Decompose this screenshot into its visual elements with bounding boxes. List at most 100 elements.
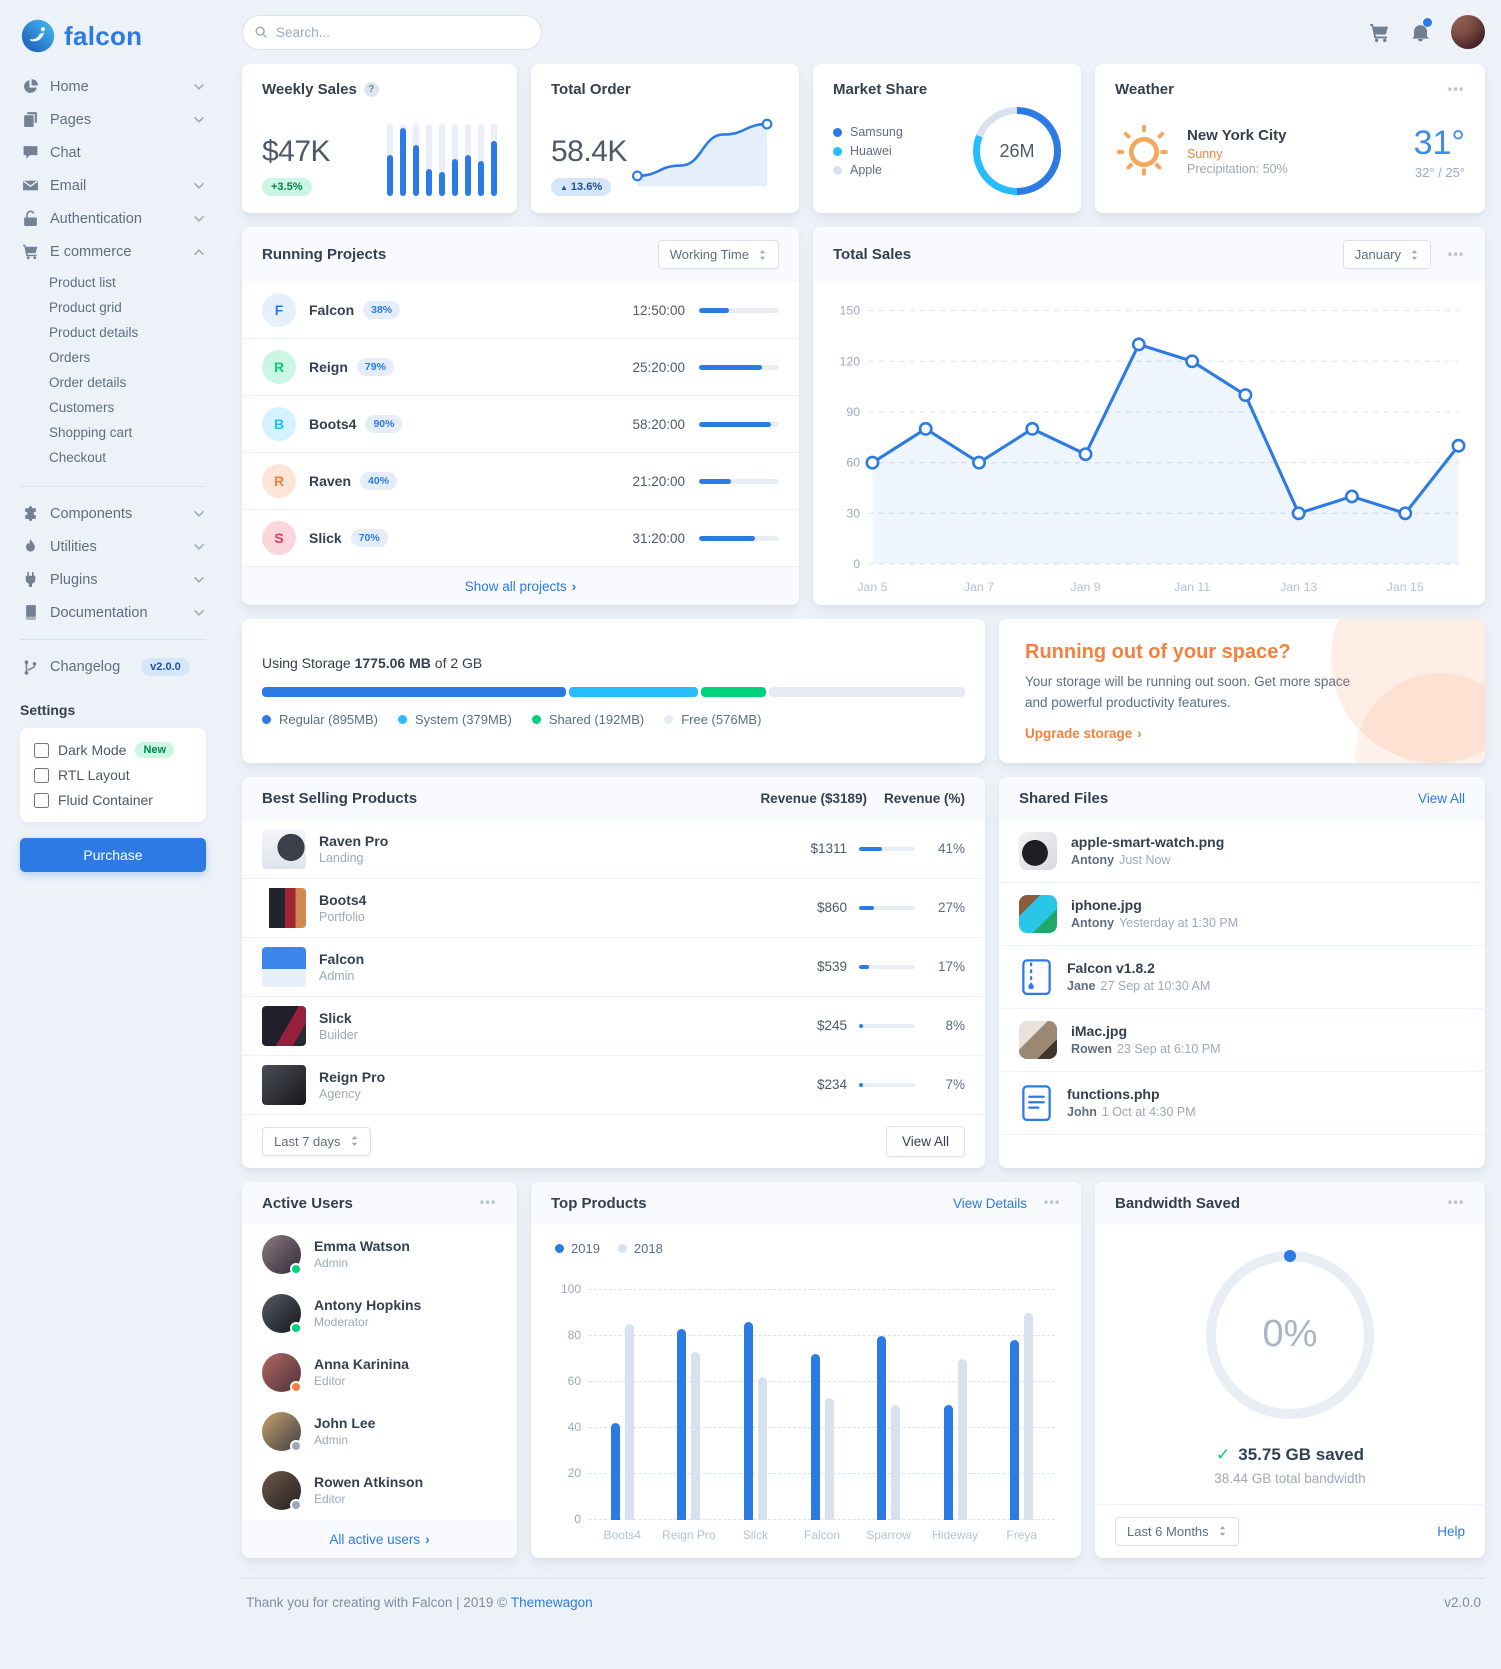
product-name-link[interactable]: Reign Pro xyxy=(319,1068,386,1085)
file-name-link[interactable]: functions.php xyxy=(1067,1086,1160,1103)
product-name-link[interactable]: Falcon xyxy=(319,950,365,967)
product-name-link[interactable]: Slick xyxy=(319,1009,352,1026)
sidebar-subitem-order-details[interactable]: Order details xyxy=(49,375,127,390)
sidebar-subitem-checkout[interactable]: Checkout xyxy=(49,450,107,465)
sidebar-subitem-product-list[interactable]: Product list xyxy=(49,275,116,290)
user-row: Emma Watson Admin xyxy=(242,1225,517,1284)
user-name-link[interactable]: Emma Watson xyxy=(314,1238,410,1255)
storage-segment-regular xyxy=(262,686,567,697)
plug-icon xyxy=(22,571,39,588)
brand-logo[interactable]: falcon xyxy=(20,10,206,70)
legend-label: System (379MB) xyxy=(415,711,512,727)
sidebar-subitem-shopping-cart[interactable]: Shopping cart xyxy=(49,425,133,440)
topbar-actions xyxy=(1369,15,1485,49)
sidebar-item-home[interactable]: Home xyxy=(20,70,206,103)
user-photo-avatar xyxy=(262,1293,302,1334)
sidebar-subitem-orders[interactable]: Orders xyxy=(49,350,91,365)
user-info: John Lee Admin xyxy=(314,1415,375,1447)
themewagon-link[interactable]: Themewagon xyxy=(510,1594,593,1610)
sidebar-item-chat[interactable]: Chat xyxy=(20,136,206,169)
bell-icon[interactable] xyxy=(1410,17,1432,43)
top-products-title: Top Products xyxy=(551,1194,647,1212)
user-name-link[interactable]: John Lee xyxy=(314,1415,376,1432)
gridline: 100 xyxy=(561,1282,1055,1296)
bar-track xyxy=(465,124,471,196)
cart-icon[interactable] xyxy=(1369,22,1390,43)
project-name-link[interactable]: Boots4 xyxy=(309,416,357,432)
user-info: Anna Karinina Editor xyxy=(314,1356,409,1388)
checkbox-fluid-container[interactable] xyxy=(34,792,49,808)
product-percent: 8% xyxy=(945,1018,965,1034)
project-name-link[interactable]: Raven xyxy=(309,473,352,489)
sidebar-item-utilities[interactable]: Utilities xyxy=(20,530,206,563)
bar-2018 xyxy=(691,1351,701,1520)
month-select[interactable]: January xyxy=(1342,240,1431,269)
sidebar-item-pages[interactable]: Pages xyxy=(20,103,206,136)
user-row: Anna Karinina Editor xyxy=(242,1343,517,1402)
bar xyxy=(465,154,471,196)
checkbox-rtl-layout[interactable] xyxy=(34,767,49,783)
user-avatar[interactable] xyxy=(1451,15,1485,49)
help-icon[interactable]: ? xyxy=(363,82,379,97)
projects-sales-row: Running Projects Working Time F Falcon 38%… xyxy=(242,227,1485,605)
user-photo-avatar xyxy=(262,1234,302,1275)
check-icon xyxy=(1216,1445,1238,1464)
show-all-projects-link[interactable]: Show all projects xyxy=(465,579,577,594)
user-name-link[interactable]: Anna Karinina xyxy=(314,1356,409,1373)
sidebar-item-email[interactable]: Email xyxy=(20,169,206,202)
product-name-link[interactable]: Boots4 xyxy=(319,891,367,908)
working-time-select[interactable]: Working Time xyxy=(657,240,779,269)
bar-track xyxy=(426,124,432,196)
file-name-link[interactable]: iMac.jpg xyxy=(1071,1023,1128,1040)
project-name-link[interactable]: Slick xyxy=(309,530,342,546)
bar-track xyxy=(491,124,497,196)
sidebar-item-documentation[interactable]: Documentation xyxy=(20,596,206,629)
total-sales-title: Total Sales xyxy=(833,246,912,263)
product-thumbnail xyxy=(262,946,306,987)
user-name-link[interactable]: Rowen Atkinson xyxy=(314,1474,424,1491)
file-name-link[interactable]: iphone.jpg xyxy=(1071,897,1142,914)
sidebar-subitem-product-details[interactable]: Product details xyxy=(49,325,139,340)
gridline: 0 xyxy=(574,1512,1055,1526)
gridline: 40 xyxy=(568,1420,1055,1434)
upgrade-storage-link[interactable]: Upgrade storage xyxy=(1025,726,1459,741)
product-revenue: $860 xyxy=(816,900,847,916)
space-title: Running out of your space? xyxy=(1025,641,1291,663)
product-category: Portfolio xyxy=(319,909,365,924)
bar-track xyxy=(413,124,419,196)
help-link[interactable]: Help xyxy=(1437,1523,1465,1539)
all-active-users-link[interactable]: All active users xyxy=(329,1532,429,1547)
sidebar-item-authentication[interactable]: Authentication xyxy=(20,202,206,235)
progress-fill xyxy=(859,1023,864,1028)
legend-dot xyxy=(398,714,407,724)
legend-item-apple: Apple xyxy=(833,163,903,177)
bar-2018 xyxy=(624,1324,634,1520)
bandwidth-gauge: 0% xyxy=(1206,1250,1374,1419)
sidebar-item-e-commerce[interactable]: E commerce xyxy=(20,235,206,268)
search-input[interactable] xyxy=(242,14,542,50)
days-filter-select[interactable]: Last 7 days xyxy=(262,1126,371,1156)
chevron-down-icon xyxy=(194,543,204,551)
file-name-link[interactable]: Falcon v1.8.2 xyxy=(1067,960,1155,977)
sidebar-item-plugins[interactable]: Plugins xyxy=(20,563,206,596)
sidebar-item-changelog[interactable]: Changelog v2.0.0 xyxy=(20,650,206,684)
product-percent: 7% xyxy=(945,1077,965,1093)
total-order-chart xyxy=(631,118,773,187)
project-name-link[interactable]: Reign xyxy=(309,359,348,375)
product-name-link[interactable]: Raven Pro xyxy=(319,832,389,849)
view-all-button[interactable]: View All xyxy=(885,1125,965,1157)
view-all-files-link[interactable]: View All xyxy=(1417,790,1465,806)
files-list: apple-smart-watch.png Antony Just Now iphon… xyxy=(999,820,1485,1135)
file-name-link[interactable]: apple-smart-watch.png xyxy=(1071,834,1225,851)
sidebar-subitem-customers[interactable]: Customers xyxy=(49,400,115,415)
view-details-link[interactable]: View Details xyxy=(952,1195,1027,1211)
checkbox-dark-mode[interactable] xyxy=(34,742,49,758)
months-filter-select[interactable]: Last 6 Months xyxy=(1115,1516,1239,1546)
purchase-button[interactable]: Purchase xyxy=(20,838,206,872)
file-row: iphone.jpg Antony Yesterday at 1:30 PM xyxy=(999,883,1485,946)
user-name-link[interactable]: Antony Hopkins xyxy=(314,1297,422,1314)
sidebar-subitem-product-grid[interactable]: Product grid xyxy=(49,300,122,315)
project-name-link[interactable]: Falcon xyxy=(309,302,355,318)
project-row: S Slick 70% 31:20:00 xyxy=(242,510,799,567)
sidebar-item-components[interactable]: Components xyxy=(20,497,206,530)
